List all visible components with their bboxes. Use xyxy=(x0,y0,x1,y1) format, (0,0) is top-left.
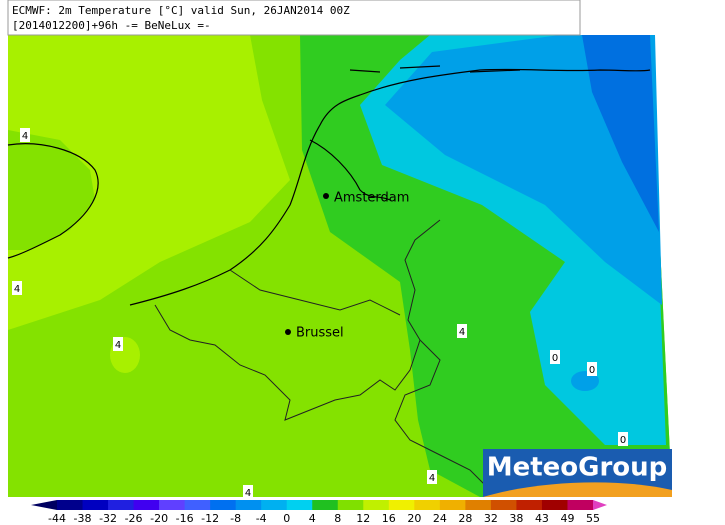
colorbar-label: 32 xyxy=(484,512,498,525)
colorbar-label: 20 xyxy=(407,512,421,525)
colorbar-segment xyxy=(567,500,594,510)
contour-label: 0 xyxy=(589,365,595,376)
border xyxy=(394,339,486,486)
contour-label-box xyxy=(20,128,30,142)
contour-label-box xyxy=(113,337,123,351)
colorbar-label: 0 xyxy=(283,512,290,525)
contour-label: 4 xyxy=(245,488,251,499)
colorbar-segment xyxy=(363,500,390,510)
colorbar-label: -8 xyxy=(230,512,241,525)
colorbar-segment xyxy=(516,500,543,510)
colorbar-segment xyxy=(210,500,237,510)
contour-label: 0 xyxy=(620,435,626,446)
city-dot xyxy=(323,193,329,199)
colorbar-label: 16 xyxy=(382,512,396,525)
colorbar-segment xyxy=(414,500,441,510)
logo-swoosh xyxy=(483,482,672,497)
colorbar-label: -12 xyxy=(201,512,219,525)
header-line: [2014012200]+96h -= BeNeLux =- xyxy=(12,19,211,32)
colorbar-label: -4 xyxy=(256,512,267,525)
colorbar-segment xyxy=(465,500,492,510)
contour-label: 4 xyxy=(14,284,20,295)
contour-label: 4 xyxy=(459,327,465,338)
contour-label-box xyxy=(243,485,253,499)
colorbar-label: 8 xyxy=(334,512,341,525)
contour-label-box xyxy=(618,432,628,446)
contour-label: 4 xyxy=(115,340,121,351)
header-box xyxy=(7,0,581,36)
map-area: Amsterdam Brussel xyxy=(7,35,672,497)
temp-region xyxy=(582,35,659,232)
colorbar-segment xyxy=(57,500,84,510)
colorbar-label: 4 xyxy=(309,512,316,525)
colorbar-segment xyxy=(184,500,211,510)
colorbar-label: -44 xyxy=(48,512,66,525)
temp-region xyxy=(385,35,662,305)
contour-label: 4 xyxy=(429,473,435,484)
colorbar-segment xyxy=(337,500,364,510)
colorbar-label: 24 xyxy=(433,512,447,525)
contour-label: 0 xyxy=(552,353,558,364)
colorbar-segment xyxy=(541,500,568,510)
contour-label-box xyxy=(457,324,467,338)
colorbar-segment xyxy=(261,500,288,510)
city-dot xyxy=(285,329,291,335)
temp-region xyxy=(8,35,290,330)
colorbar-segment xyxy=(439,500,466,510)
colorbar-segment xyxy=(133,500,160,510)
colorbar-label: -26 xyxy=(125,512,143,525)
colorbar-segment xyxy=(159,500,186,510)
coastline xyxy=(309,65,521,201)
colorbar-label: -20 xyxy=(150,512,168,525)
logo: MeteoGroup xyxy=(483,449,672,497)
border xyxy=(229,269,401,316)
coastline xyxy=(7,143,99,259)
colorbar-label: -38 xyxy=(74,512,92,525)
colorbar-label: 49 xyxy=(560,512,574,525)
colorbar-segment xyxy=(490,500,517,510)
contour-label-box xyxy=(550,350,560,364)
contour-label-box xyxy=(12,281,22,295)
contour-label: 4 xyxy=(22,131,28,142)
colorbar-label: 12 xyxy=(356,512,370,525)
contour-label-box xyxy=(427,470,437,484)
contour-label-box xyxy=(587,362,597,376)
city-label: Brussel xyxy=(296,326,344,341)
city-label: Amsterdam xyxy=(334,191,409,206)
logo-text: MeteoGroup xyxy=(487,453,668,483)
colorbar-label: -16 xyxy=(176,512,194,525)
colorbar-label: 43 xyxy=(535,512,549,525)
colorbar-end xyxy=(31,500,57,510)
colorbar-label: -32 xyxy=(99,512,117,525)
colorbar-segment xyxy=(82,500,109,510)
colorbar-label: 28 xyxy=(458,512,472,525)
border xyxy=(154,219,441,421)
colorbar-segment xyxy=(235,500,262,510)
temp-region xyxy=(8,130,95,250)
colorbar-segment xyxy=(108,500,135,510)
colorbar-end xyxy=(593,500,607,510)
header-line: ECMWF: 2m Temperature [°C] valid Sun, 26… xyxy=(12,4,350,17)
colorbar-label: 55 xyxy=(586,512,600,525)
colorbar-segment xyxy=(312,500,339,510)
colorbar-label: 38 xyxy=(509,512,523,525)
colorbar-segment xyxy=(388,500,415,510)
colorbar-segment xyxy=(286,500,313,510)
